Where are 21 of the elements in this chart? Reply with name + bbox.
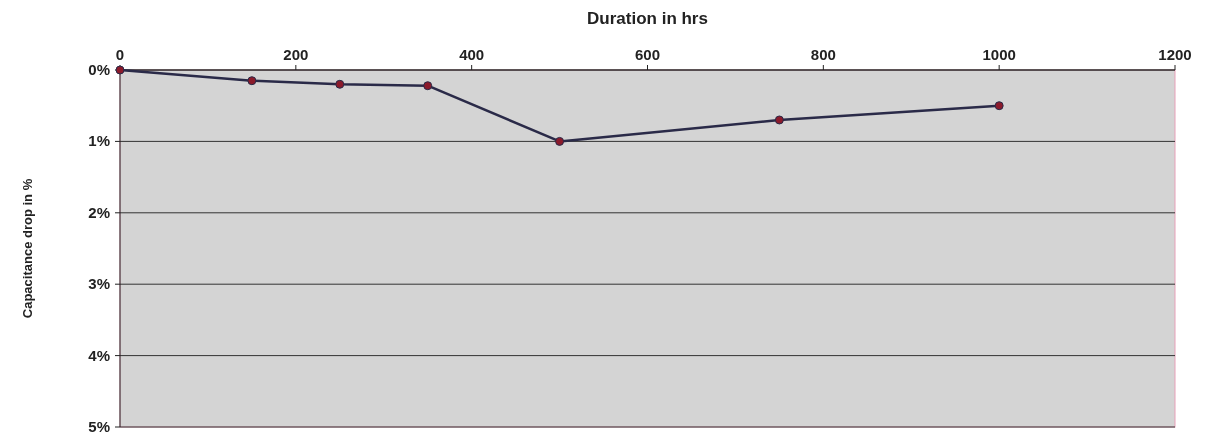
- y-tick-label: 0%: [88, 61, 110, 78]
- x-tick-label: 1000: [982, 46, 1016, 63]
- point: [774, 115, 784, 125]
- y-tick-label: 2%: [88, 203, 110, 221]
- point: [247, 76, 257, 86]
- y-axis-title: Capacitance drop in %: [20, 178, 35, 319]
- point: [994, 101, 1004, 111]
- y-tick-label: 1%: [88, 132, 110, 150]
- y-tick-label: 4%: [88, 346, 110, 364]
- x-tick-label: 400: [459, 46, 485, 63]
- x-tick-label: 0: [115, 46, 125, 63]
- y-tick-label: 3%: [88, 275, 110, 293]
- x-tick-label: 600: [634, 46, 661, 63]
- point: [555, 136, 565, 146]
- x-tick-label: 200: [283, 46, 309, 63]
- x-tick-label: 1200: [1158, 46, 1192, 63]
- x-axis-title: Duration in hrs: [587, 9, 708, 28]
- point: [423, 81, 433, 91]
- x-tick-label: 800: [810, 46, 836, 63]
- point: [335, 79, 345, 89]
- y-tick-label: 5%: [88, 418, 110, 434]
